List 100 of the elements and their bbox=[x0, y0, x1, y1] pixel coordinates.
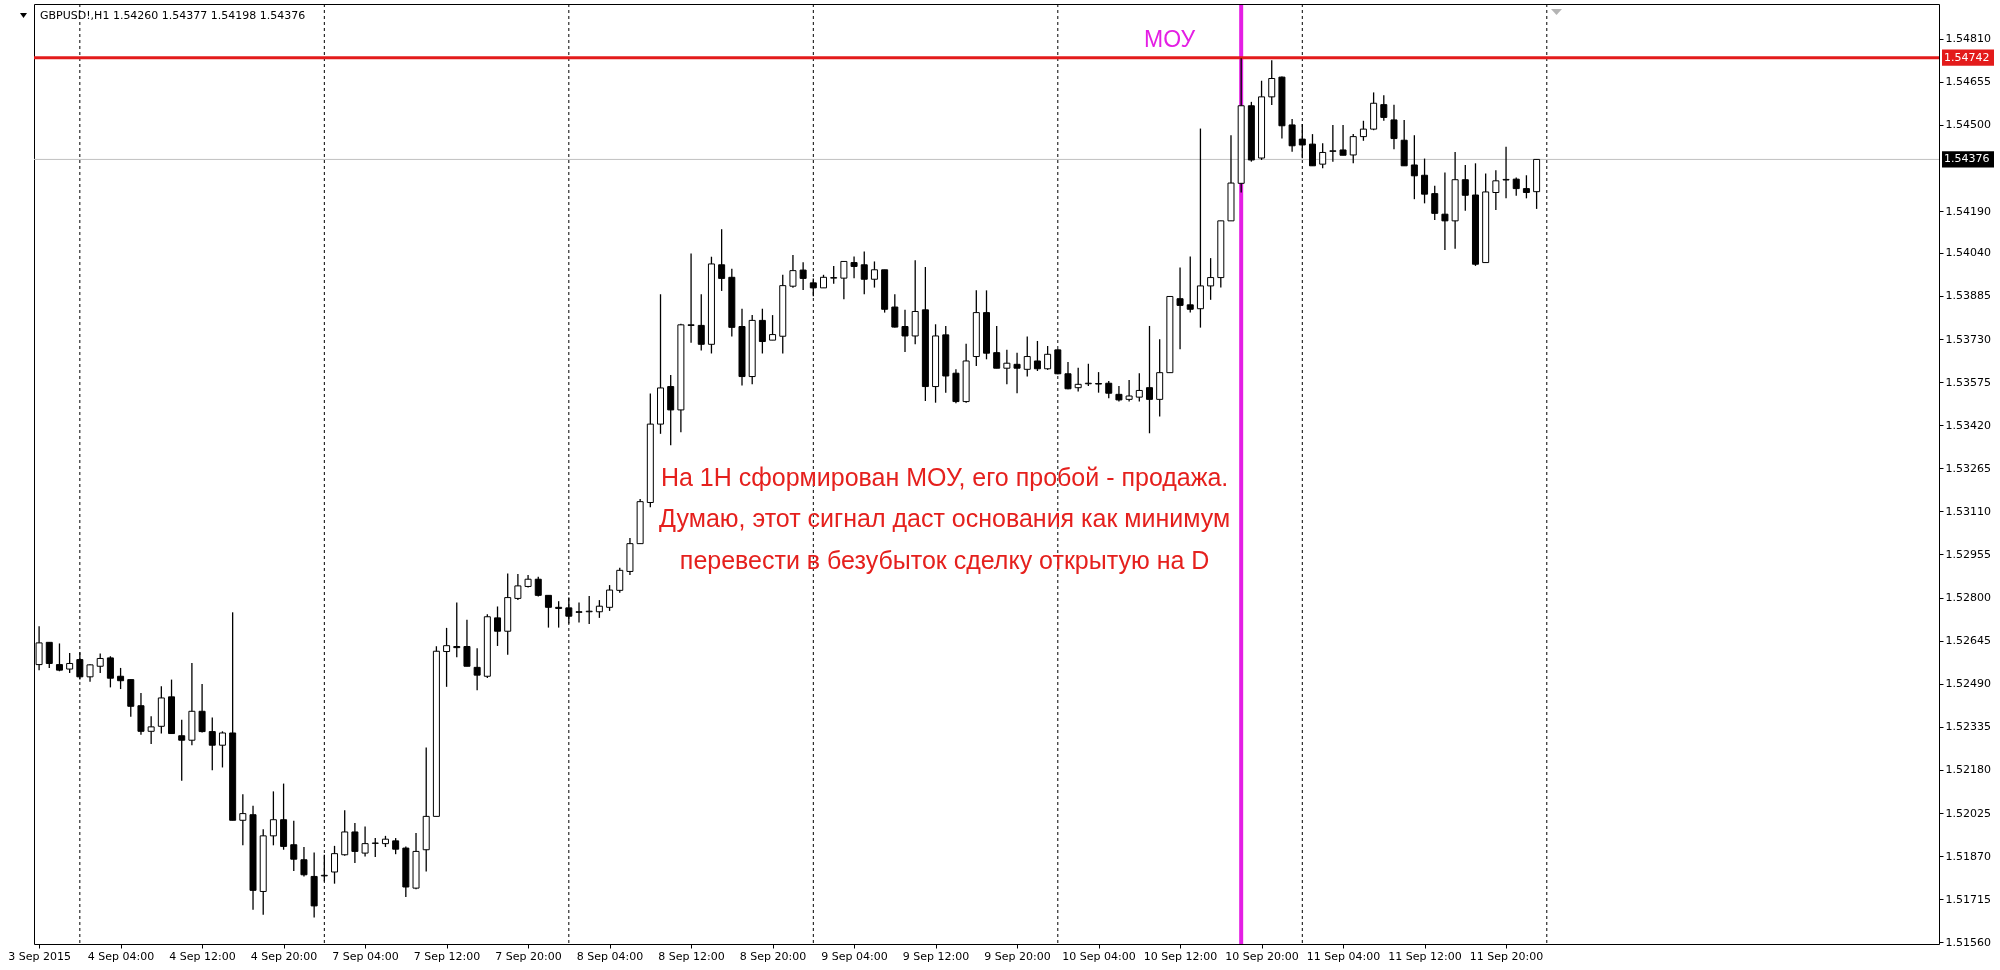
candlestick bbox=[463, 619, 471, 667]
candlestick bbox=[331, 845, 339, 885]
candlestick bbox=[76, 651, 84, 681]
candlestick bbox=[1176, 266, 1184, 350]
ref-line-label: 1.54742 bbox=[1944, 50, 1990, 64]
x-tick-label: 3 Sep 2015 bbox=[8, 949, 71, 963]
y-tick-label: 1.54040 bbox=[1945, 246, 1991, 260]
candlestick bbox=[443, 627, 451, 688]
candlestick bbox=[1095, 371, 1103, 394]
candlestick bbox=[687, 252, 695, 344]
candlestick bbox=[239, 793, 247, 846]
candlestick bbox=[1064, 361, 1072, 390]
y-tick-label: 1.53730 bbox=[1945, 332, 1991, 346]
candlestick bbox=[1268, 59, 1276, 106]
candlestick bbox=[45, 641, 53, 669]
candlestick bbox=[1186, 255, 1194, 314]
candlestick bbox=[341, 809, 349, 857]
x-tick-label: 8 Sep 20:00 bbox=[739, 949, 807, 963]
y-tick-label: 1.53110 bbox=[1945, 504, 1991, 518]
x-tick-label: 10 Sep 20:00 bbox=[1225, 949, 1299, 963]
candlestick bbox=[1196, 127, 1204, 329]
candlestick bbox=[758, 308, 766, 355]
x-tick-label: 7 Sep 12:00 bbox=[413, 949, 481, 963]
candlestick bbox=[870, 260, 878, 289]
candlestick bbox=[667, 374, 675, 446]
x-tick-label: 11 Sep 12:00 bbox=[1388, 949, 1462, 963]
candlestick bbox=[1359, 120, 1367, 142]
candlestick bbox=[473, 647, 481, 691]
y-tick-label: 1.52490 bbox=[1945, 677, 1991, 691]
x-tick-label: 9 Sep 12:00 bbox=[902, 949, 970, 963]
candlestick bbox=[1135, 372, 1143, 403]
x-tick-label: 7 Sep 20:00 bbox=[495, 949, 562, 963]
candlestick bbox=[178, 718, 186, 782]
x-tick-label: 9 Sep 20:00 bbox=[984, 949, 1051, 963]
candlestick bbox=[117, 667, 125, 690]
y-tick-label: 1.51560 bbox=[1945, 935, 1991, 949]
annotation: Думаю, этот сигнал даст основания как минимум bbox=[659, 504, 1231, 533]
candlestick bbox=[1319, 142, 1327, 169]
y-tick-label: 1.51870 bbox=[1945, 849, 1991, 863]
x-tick-label: 10 Sep 12:00 bbox=[1143, 949, 1218, 963]
chart-title: GBPUSD!,H1 1.54260 1.54377 1.54198 1.54376 bbox=[40, 9, 306, 22]
y-tick-label: 1.52800 bbox=[1945, 591, 1991, 605]
candlestick bbox=[891, 293, 899, 329]
candlestick bbox=[789, 254, 797, 289]
x-tick-label: 7 Sep 04:00 bbox=[332, 949, 399, 963]
candlestick bbox=[218, 730, 226, 769]
candlestick bbox=[1410, 134, 1418, 200]
candlestick bbox=[453, 601, 461, 659]
candlestick bbox=[320, 854, 328, 883]
candlestick bbox=[575, 601, 583, 624]
candlestick bbox=[1044, 345, 1052, 371]
candlestick bbox=[300, 846, 308, 878]
y-tick-label: 1.52180 bbox=[1945, 763, 1991, 777]
candlestick bbox=[1502, 145, 1510, 199]
x-tick-label: 8 Sep 04:00 bbox=[576, 949, 644, 963]
y-tick-label: 1.54500 bbox=[1945, 118, 1991, 132]
candlestick bbox=[1522, 174, 1530, 199]
candlestick bbox=[1013, 351, 1021, 394]
candlestick bbox=[147, 715, 155, 745]
candlestick bbox=[198, 683, 206, 734]
y-tick-label: 1.54190 bbox=[1945, 204, 1991, 218]
y-tick-label: 1.53420 bbox=[1945, 418, 1991, 432]
candlestick bbox=[1207, 257, 1215, 301]
candlestick bbox=[1512, 176, 1520, 197]
candlestick bbox=[66, 652, 74, 674]
candlestick bbox=[208, 716, 216, 771]
candlestick bbox=[1380, 94, 1388, 122]
candlestick bbox=[1492, 169, 1500, 211]
y-tick-label: 1.53885 bbox=[1945, 289, 1991, 303]
candlestick bbox=[96, 652, 104, 674]
candlestick bbox=[1329, 124, 1337, 163]
y-tick-label: 1.53265 bbox=[1945, 461, 1991, 475]
y-tick-label: 1.51715 bbox=[1945, 892, 1991, 906]
candlestick bbox=[361, 825, 369, 858]
candlestick bbox=[1054, 348, 1062, 375]
candlestick bbox=[1145, 325, 1153, 434]
candlestick bbox=[606, 584, 614, 612]
x-tick-label: 4 Sep 20:00 bbox=[250, 949, 318, 963]
annotation: МОУ bbox=[1144, 26, 1196, 52]
annotation: перевести в безубыток сделку открытую на D bbox=[679, 545, 1210, 574]
candlestick bbox=[1421, 157, 1429, 204]
y-tick-label: 1.52025 bbox=[1945, 806, 1991, 820]
candlestick bbox=[1339, 124, 1347, 156]
x-tick-label: 11 Sep 04:00 bbox=[1306, 949, 1381, 963]
x-tick-label: 4 Sep 04:00 bbox=[87, 949, 155, 963]
candlestick bbox=[1023, 335, 1031, 378]
candlestick bbox=[1298, 123, 1306, 159]
candlestick bbox=[799, 261, 807, 291]
candlestick bbox=[1074, 367, 1082, 393]
y-tick-label: 1.53575 bbox=[1945, 375, 1991, 389]
candlestick bbox=[290, 820, 298, 872]
candlestick bbox=[901, 309, 909, 353]
candlestick bbox=[269, 790, 277, 846]
candlestick bbox=[1288, 118, 1296, 153]
candlestick bbox=[769, 314, 777, 341]
y-tick-label: 1.52645 bbox=[1945, 634, 1991, 648]
candlestick bbox=[1033, 340, 1041, 372]
candlestick bbox=[1125, 379, 1133, 403]
candlestick bbox=[55, 642, 63, 672]
candlestick bbox=[697, 293, 705, 352]
